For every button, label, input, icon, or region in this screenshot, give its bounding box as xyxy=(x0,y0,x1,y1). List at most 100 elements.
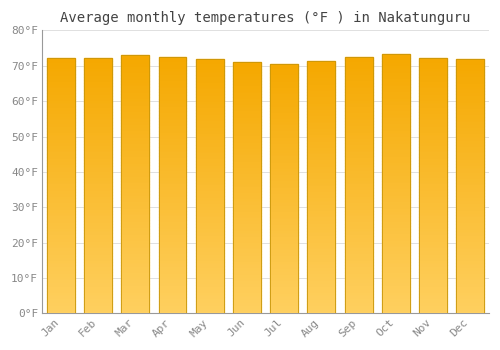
Bar xyxy=(233,106,261,109)
Bar xyxy=(456,170,484,174)
Bar xyxy=(122,242,150,246)
Bar xyxy=(382,61,410,64)
Bar xyxy=(233,160,261,163)
Bar xyxy=(233,279,261,282)
Bar xyxy=(456,69,484,72)
Bar xyxy=(158,96,186,99)
Bar xyxy=(456,60,484,313)
Bar xyxy=(419,246,447,250)
Bar xyxy=(270,292,298,295)
Bar xyxy=(84,288,112,291)
Bar xyxy=(233,131,261,134)
Bar xyxy=(308,114,336,117)
Bar xyxy=(158,60,186,63)
Bar xyxy=(456,180,484,183)
Bar xyxy=(270,201,298,204)
Bar xyxy=(233,270,261,273)
Bar xyxy=(344,140,372,143)
Bar xyxy=(270,189,298,192)
Bar xyxy=(196,231,224,234)
Bar xyxy=(196,250,224,253)
Bar xyxy=(158,163,186,166)
Bar xyxy=(158,76,186,79)
Bar xyxy=(308,266,336,269)
Bar xyxy=(270,279,298,282)
Bar xyxy=(270,117,298,120)
Bar xyxy=(382,287,410,291)
Bar xyxy=(344,115,372,118)
Bar xyxy=(382,255,410,258)
Bar xyxy=(382,297,410,300)
Bar xyxy=(419,115,447,118)
Bar xyxy=(84,285,112,288)
Bar xyxy=(84,106,112,109)
Bar xyxy=(419,233,447,237)
Bar xyxy=(344,288,372,291)
Bar xyxy=(122,120,150,123)
Bar xyxy=(158,191,186,195)
Bar xyxy=(122,184,150,188)
Bar xyxy=(47,131,75,134)
Bar xyxy=(84,214,112,217)
Bar xyxy=(308,89,336,92)
Bar xyxy=(196,196,224,199)
Bar xyxy=(308,298,336,301)
Title: Average monthly temperatures (°F ) in Nakatunguru: Average monthly temperatures (°F ) in Na… xyxy=(60,11,471,25)
Bar xyxy=(382,310,410,313)
Bar xyxy=(122,68,150,71)
Bar xyxy=(233,156,261,160)
Bar xyxy=(308,165,336,168)
Bar xyxy=(158,131,186,134)
Bar xyxy=(122,78,150,81)
Bar xyxy=(122,58,150,62)
Bar xyxy=(344,134,372,137)
Bar xyxy=(419,189,447,192)
Bar xyxy=(84,265,112,268)
Bar xyxy=(196,151,224,154)
Bar xyxy=(196,75,224,78)
Bar xyxy=(419,211,447,214)
Bar xyxy=(122,142,150,146)
Bar xyxy=(122,262,150,265)
Bar xyxy=(47,179,75,182)
Bar xyxy=(344,265,372,268)
Bar xyxy=(308,136,336,140)
Bar xyxy=(456,234,484,237)
Bar xyxy=(344,60,372,63)
Bar xyxy=(456,107,484,110)
Bar xyxy=(122,226,150,230)
Bar xyxy=(47,109,75,112)
Bar xyxy=(196,183,224,186)
Bar xyxy=(270,102,298,105)
Bar xyxy=(122,117,150,120)
Bar xyxy=(84,67,112,70)
Bar xyxy=(196,110,224,113)
Bar xyxy=(196,215,224,218)
Bar xyxy=(344,224,372,227)
Bar xyxy=(158,111,186,115)
Bar xyxy=(382,171,410,174)
Bar xyxy=(382,236,410,239)
Bar xyxy=(456,66,484,69)
Bar xyxy=(382,145,410,148)
Bar xyxy=(419,186,447,189)
Bar xyxy=(158,121,186,124)
Bar xyxy=(419,195,447,198)
Bar xyxy=(419,169,447,173)
Bar xyxy=(270,108,298,111)
Bar xyxy=(158,217,186,220)
Bar xyxy=(419,301,447,304)
Bar xyxy=(47,195,75,198)
Bar xyxy=(270,301,298,304)
Bar xyxy=(84,301,112,304)
Bar xyxy=(344,214,372,217)
Bar xyxy=(47,256,75,259)
Bar xyxy=(47,250,75,253)
Bar xyxy=(233,251,261,254)
Bar xyxy=(382,168,410,171)
Bar xyxy=(419,70,447,74)
Bar xyxy=(308,111,336,114)
Bar xyxy=(196,307,224,310)
Bar xyxy=(47,173,75,176)
Bar xyxy=(233,282,261,285)
